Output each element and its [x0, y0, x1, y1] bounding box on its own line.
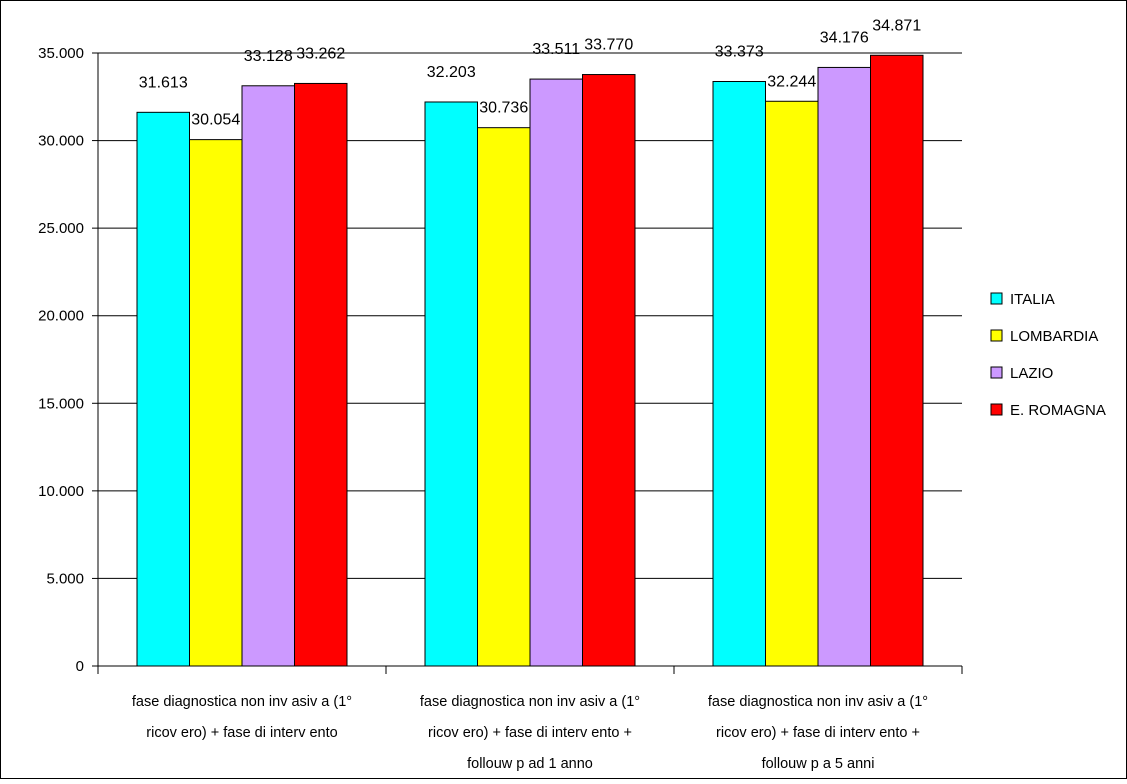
category-label: fase diagnostica non inv asiv a (1° — [708, 694, 928, 710]
y-tick-label: 0 — [76, 658, 84, 675]
legend-swatch — [990, 292, 1003, 305]
legend-label: LOMBARDIA — [1010, 328, 1098, 345]
data-label: 31.613 — [139, 74, 188, 91]
legend-label: ITALIA — [1010, 291, 1055, 308]
data-label: 30.054 — [191, 112, 240, 129]
data-label: 32.244 — [767, 73, 816, 90]
data-label: 33.770 — [584, 37, 633, 54]
category-label: follouw p ad 1 anno — [467, 756, 593, 772]
data-label: 30.736 — [479, 100, 528, 117]
data-label: 33.262 — [296, 45, 345, 62]
y-tick-label: 25.000 — [38, 220, 84, 237]
legend-swatch — [990, 329, 1003, 342]
category-label: ricov ero) + fase di interv ento + — [716, 725, 920, 741]
legend-swatch — [990, 403, 1003, 416]
data-label: 33.128 — [244, 48, 293, 65]
bars — [136, 54, 924, 667]
y-tick-label: 10.000 — [38, 483, 84, 500]
data-labels: 31.613 30.054 33.128 33.262 32.203 30.736 33.5… — [139, 17, 922, 128]
bar-italia — [136, 111, 190, 667]
data-label: 33.511 — [532, 41, 580, 58]
bar-lombardia — [477, 127, 531, 667]
axes: 0 5.000 10.000 15.000 20.000 25.000 30.000 35.0… — [38, 45, 963, 772]
legend-label: E. ROMAGNA — [1010, 402, 1106, 419]
legend-label: LAZIO — [1010, 365, 1053, 382]
bar-e-romagna — [294, 82, 348, 667]
bar-lazio — [241, 85, 295, 667]
category-label: fase diagnostica non inv asiv a (1° — [420, 694, 640, 710]
bar-lazio — [817, 66, 871, 667]
category-label: follouw p a 5 anni — [762, 756, 875, 772]
data-label: 34.176 — [820, 29, 869, 46]
bar-italia — [712, 80, 766, 667]
category-label: ricov ero) + fase di interv ento — [146, 725, 337, 741]
y-tick-label: 20.000 — [38, 308, 84, 325]
legend: ITALIA LOMBARDIA LAZIO E. ROMAGNA — [990, 291, 1106, 419]
bar-lazio — [529, 78, 583, 667]
data-label: 34.871 — [872, 17, 921, 34]
bar-italia — [424, 101, 478, 667]
category-label: ricov ero) + fase di interv ento + — [428, 725, 632, 741]
data-label: 33.373 — [715, 43, 764, 60]
bar-lombardia — [765, 100, 819, 667]
y-tick-label: 5.000 — [46, 570, 84, 587]
bar-lombardia — [189, 139, 243, 667]
y-tick-label: 15.000 — [38, 395, 84, 412]
legend-swatch — [990, 366, 1003, 379]
y-tick-label: 35.000 — [38, 45, 84, 62]
data-label: 32.203 — [427, 64, 476, 81]
category-label: fase diagnostica non inv asiv a (1° — [132, 694, 352, 710]
bar-e-romagna — [870, 54, 924, 667]
bar-e-romagna — [582, 74, 636, 667]
y-tick-label: 30.000 — [38, 133, 84, 150]
